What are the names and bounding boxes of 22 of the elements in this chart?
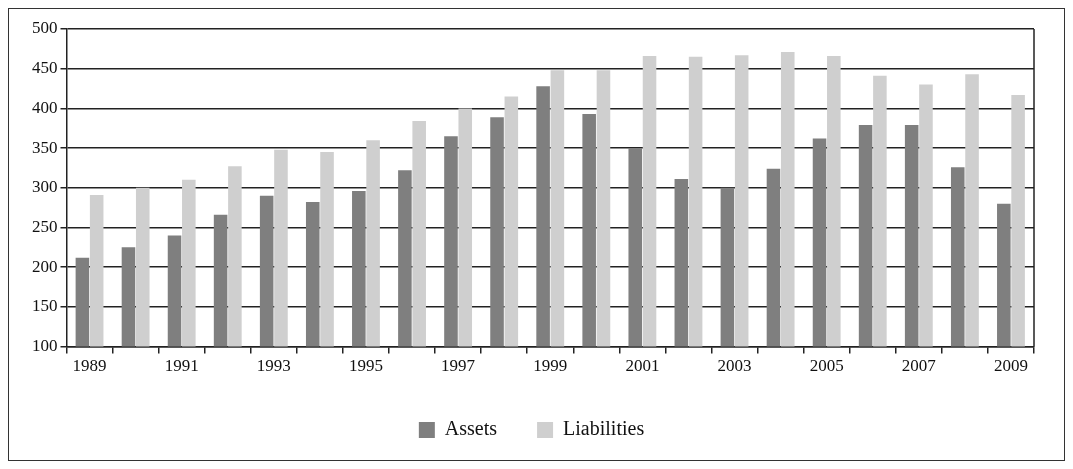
y-tick-label: 300 bbox=[32, 177, 58, 197]
x-tick-label: 2007 bbox=[901, 356, 937, 376]
x-tick-label: 1997 bbox=[441, 356, 476, 376]
x-tick-label: 1989 bbox=[72, 356, 107, 376]
x-tick-label: 2001 bbox=[625, 356, 660, 376]
y-tick-label: 250 bbox=[32, 216, 58, 236]
y-tick-label: 150 bbox=[32, 296, 58, 316]
x-tick-label: 1993 bbox=[256, 356, 291, 376]
legend-label: Assets bbox=[444, 417, 498, 440]
y-tick-label: 450 bbox=[32, 58, 58, 78]
legend-label: Liabilities bbox=[563, 417, 645, 440]
x-tick-label: 2003 bbox=[717, 356, 752, 376]
x-tick-label: 1991 bbox=[164, 356, 199, 376]
y-tick-label: 200 bbox=[32, 256, 58, 276]
x-tick-label: 1999 bbox=[533, 356, 568, 376]
y-tick-label: 350 bbox=[32, 137, 58, 157]
x-tick-label: 1995 bbox=[348, 356, 383, 376]
y-tick-label: 100 bbox=[32, 336, 58, 356]
x-tick-label: 2005 bbox=[809, 356, 844, 376]
x-tick-label: 2009 bbox=[993, 356, 1028, 376]
y-tick-label: 400 bbox=[32, 97, 58, 117]
y-tick-label: 500 bbox=[32, 18, 58, 38]
